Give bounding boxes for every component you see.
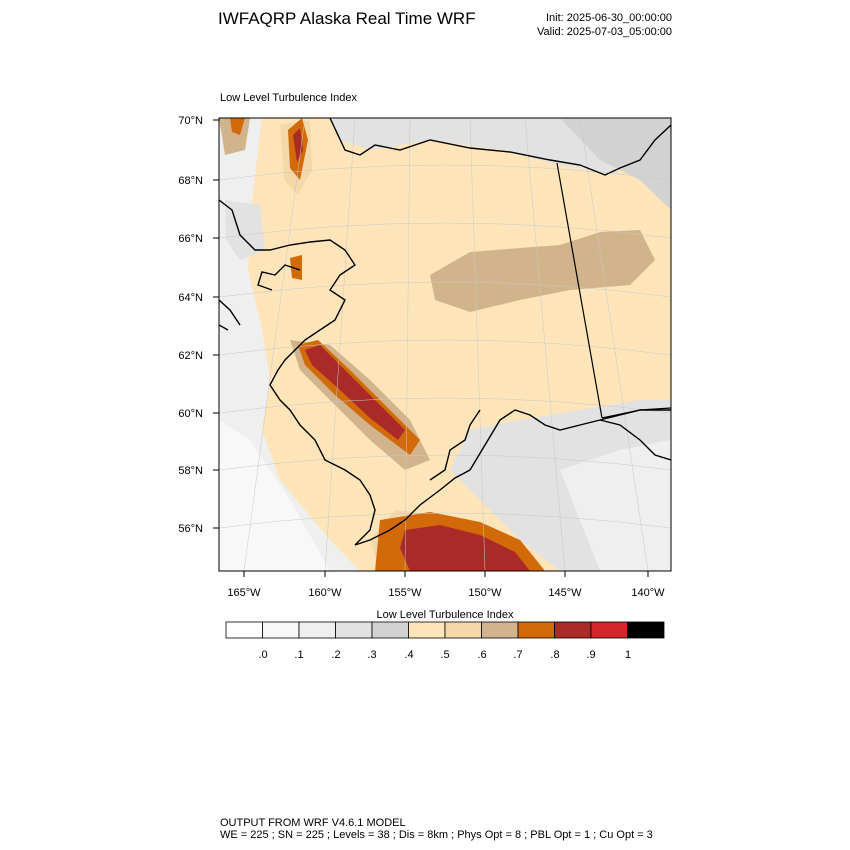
- lon-label: 160°W: [308, 587, 342, 599]
- lon-label: 145°W: [548, 587, 582, 599]
- lat-label: 58°N: [178, 465, 203, 477]
- colorbar-swatch: [335, 621, 373, 639]
- colorbar-label: .5: [440, 649, 450, 661]
- colorbar-swatch: [517, 621, 555, 639]
- colorbar: [225, 621, 665, 639]
- lon-label: 155°W: [388, 587, 422, 599]
- turbulence-tan-interior: [430, 230, 655, 312]
- colorbar-swatch: [298, 621, 336, 639]
- colorbar-label: 1: [624, 649, 632, 661]
- lat-label: 66°N: [178, 233, 203, 245]
- page-title: IWFAQRP Alaska Real Time WRF: [218, 9, 476, 28]
- init-time: Init: 2025-06-30_00:00:00: [546, 12, 672, 24]
- map-panel: [219, 118, 671, 571]
- colorbar-swatch: [371, 621, 409, 639]
- colorbar-label: .2: [331, 649, 341, 661]
- colorbar-swatch: [590, 621, 628, 639]
- lon-ticks: [243, 571, 649, 577]
- map-frame: [218, 117, 672, 572]
- valid-time: Valid: 2025-07-03_05:00:00: [537, 26, 672, 38]
- lat-labels: 70°N 68°N 66°N 64°N 62°N 60°N 58°N 56°N: [178, 115, 203, 535]
- lat-label: 68°N: [178, 175, 203, 187]
- colorbar-label: .8: [550, 649, 560, 661]
- colorbar-swatch: [262, 621, 300, 639]
- colorbar-swatch: [481, 621, 519, 639]
- colorbar-swatch: [225, 621, 263, 639]
- turbulence-red-range: [305, 345, 405, 440]
- turbulence-gray-arctic: [330, 118, 620, 175]
- colorbar-label: .9: [586, 649, 596, 661]
- colorbar-label: .0: [258, 649, 268, 661]
- footer-options: WE = 225 ; SN = 225 ; Levels = 38 ; Dis …: [220, 829, 653, 841]
- coastlines: [219, 118, 671, 546]
- colorbar-swatch: [554, 621, 592, 639]
- colorbar-label: .6: [477, 649, 487, 661]
- turbulence-red-north: [293, 128, 303, 162]
- lat-label: 70°N: [178, 115, 203, 127]
- turbulence-red-gulf: [400, 525, 530, 571]
- colorbar-label: .4: [404, 649, 414, 661]
- lat-label: 56°N: [178, 523, 203, 535]
- colorbar-swatch: [444, 621, 482, 639]
- lon-label: 165°W: [227, 587, 261, 599]
- lon-label: 140°W: [631, 587, 665, 599]
- colorbar-title: Low Level Turbulence Index: [376, 609, 514, 621]
- turbulence-orange-nw: [230, 118, 245, 135]
- lat-ticks: [213, 119, 219, 529]
- colorbar-swatch: [627, 621, 665, 639]
- turbulence-gray-patch: [225, 200, 265, 260]
- borders: [556, 162, 671, 419]
- turbulence-gray-ne: [560, 118, 671, 210]
- turbulence-lowest-bering: [219, 420, 330, 571]
- colorbar-label: .1: [294, 649, 304, 661]
- lat-label: 64°N: [178, 292, 203, 304]
- colorbar-label: .3: [367, 649, 377, 661]
- lat-label: 62°N: [178, 350, 203, 362]
- colorbar-swatch: [408, 621, 446, 639]
- footer-model: OUTPUT FROM WRF V4.6.1 MODEL: [220, 817, 406, 829]
- plot-title: Low Level Turbulence Index: [220, 92, 357, 104]
- colorbar-label: .7: [513, 649, 523, 661]
- lon-labels: 165°W 160°W 155°W 150°W 145°W 140°W: [227, 587, 665, 599]
- turbulence-orange-seward: [290, 255, 302, 280]
- lat-label: 60°N: [178, 408, 203, 420]
- lon-label: 150°W: [468, 587, 502, 599]
